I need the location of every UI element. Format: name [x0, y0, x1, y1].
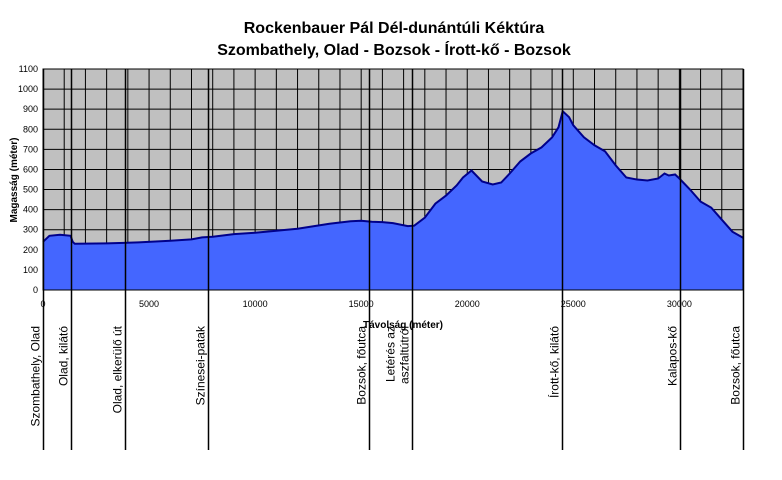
elevation-line — [42, 109, 744, 245]
x-tick-label: 15000 — [349, 299, 374, 309]
y-tick-label: 1100 — [19, 64, 38, 74]
y-tick-label: 900 — [23, 104, 38, 114]
waypoint-label: Szombathely, Olad — [29, 326, 43, 427]
waypoint-label: Letérés az — [384, 326, 398, 382]
x-tick-label: 0 — [40, 299, 45, 309]
plot-border — [42, 68, 744, 291]
waypoint-labels: Szombathely, Olad Olad, kilátó Olad, elker… — [29, 325, 743, 426]
y-tick-label: 400 — [23, 205, 38, 215]
chart-title: Rockenbauer Pál Dél-dunántúli Kéktúra — [244, 20, 545, 37]
y-tick-label: 200 — [23, 245, 38, 255]
chart-subtitle: Szombathely, Olad - Bozsok - Írott-kő - … — [217, 40, 571, 59]
x-tick-label: 25000 — [561, 299, 586, 309]
x-tick-label: 30000 — [667, 299, 692, 309]
y-tick-label: 100 — [23, 265, 38, 275]
elevation-area — [43, 111, 743, 290]
y-tick-label: 700 — [23, 144, 38, 154]
y-tick-labels: 0 100 200 300 400 500 600 700 800 900 1000 1100 — [18, 64, 38, 295]
waypoint-label: Írott-kő, kilátó — [547, 326, 562, 398]
x-tick-labels: 0 5000 10000 15000 20000 25000 30000 — [40, 299, 691, 309]
y-axis-label: Magasság (méter) — [9, 137, 20, 222]
y-tick-label: 800 — [23, 124, 38, 134]
waypoint-label: Színesei-patak — [194, 325, 208, 405]
x-axis-label: Távolság (méter) — [363, 320, 443, 331]
waypoint-label: Kalapos-kő — [666, 326, 680, 386]
y-tick-label: 600 — [23, 164, 38, 174]
x-tick-label: 20000 — [455, 299, 480, 309]
x-tick-label: 5000 — [139, 299, 159, 309]
waypoint-label: Olad, kilátó — [57, 326, 71, 386]
y-tick-label: 0 — [33, 285, 38, 295]
y-tick-label: 1000 — [18, 84, 38, 94]
x-tick-label: 10000 — [243, 299, 268, 309]
waypoint-label: aszfaltútról — [398, 326, 412, 384]
waypoint-label: Bozsok, főutca — [729, 326, 743, 405]
y-tick-label: 300 — [23, 225, 38, 235]
y-tick-label: 500 — [23, 185, 38, 195]
waypoint-label: Bozsok, főutca — [355, 326, 369, 405]
waypoint-label: Olad, elkerülő út — [111, 325, 125, 413]
